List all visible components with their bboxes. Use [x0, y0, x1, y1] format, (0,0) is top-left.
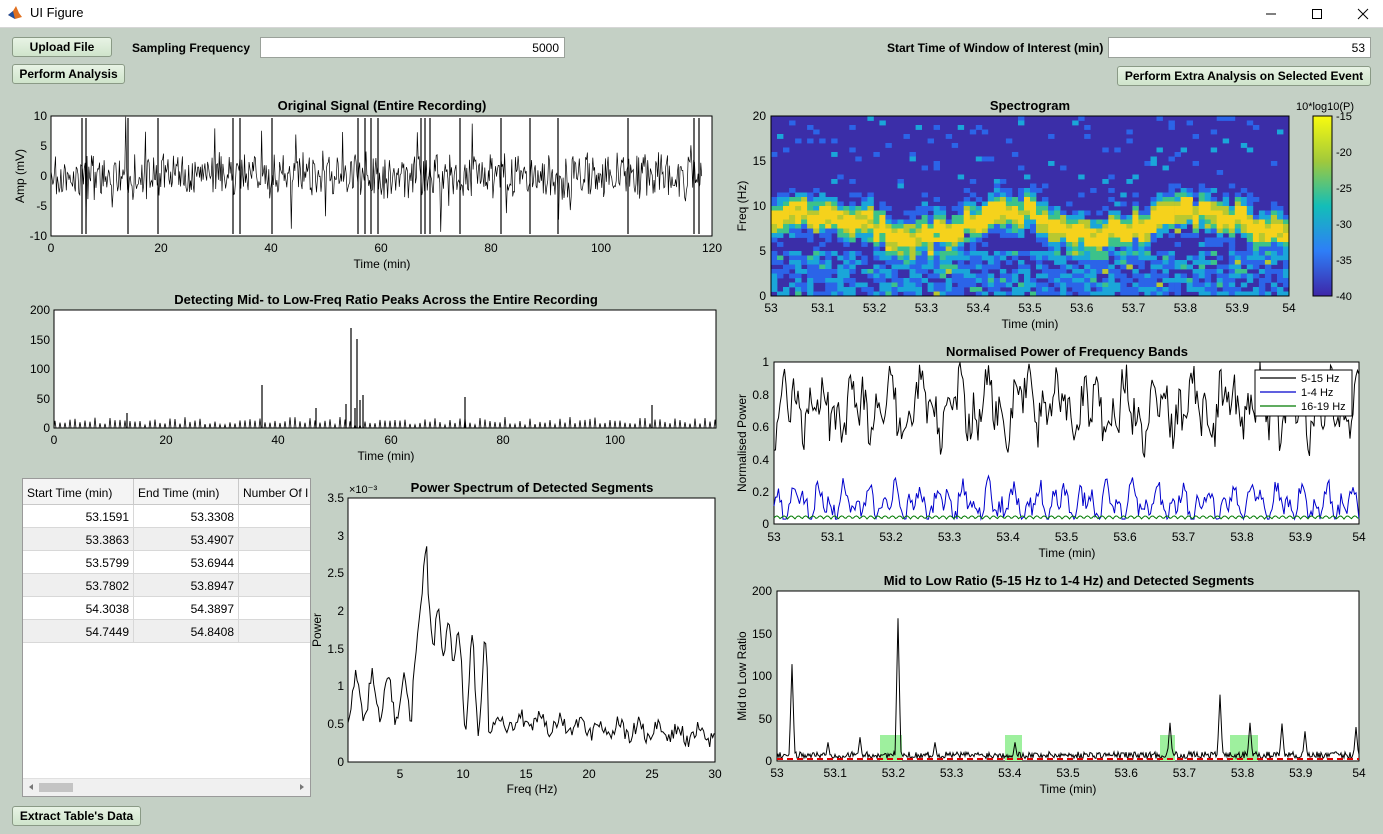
table-row[interactable]: 53.7802 53.8947 — [23, 574, 310, 597]
window-titlebar: UI Figure — [0, 0, 1383, 28]
close-button[interactable] — [1340, 0, 1383, 27]
table-cell[interactable]: 54.3897 — [134, 597, 239, 619]
table-cell[interactable]: 54.8408 — [134, 620, 239, 642]
maximize-button[interactable] — [1294, 0, 1340, 27]
table-cell[interactable]: 53.4907 — [134, 528, 239, 550]
start-time-field[interactable]: 53 — [1108, 37, 1371, 58]
scrollbar-graphic — [29, 783, 304, 792]
table-cell[interactable]: 53.3308 — [134, 505, 239, 527]
table-header-count[interactable]: Number Of I — [239, 479, 310, 505]
table-horizontal-scrollbar[interactable] — [23, 778, 310, 796]
sampling-frequency-label: Sampling Frequency — [132, 41, 251, 55]
table-row[interactable]: 54.3038 54.3897 — [23, 597, 310, 620]
table-cell[interactable]: 53.7802 — [23, 574, 134, 596]
sampling-frequency-field[interactable]: 5000 — [260, 37, 565, 58]
extract-table-data-button[interactable]: Extract Table's Data — [12, 806, 141, 826]
perform-extra-analysis-button[interactable]: Perform Extra Analysis on Selected Event — [1117, 66, 1371, 86]
table-cell[interactable]: 54.3038 — [23, 597, 134, 619]
table-cell[interactable]: 54.7449 — [23, 620, 134, 642]
scroll-right-icon[interactable] — [300, 784, 304, 790]
scroll-left-icon[interactable] — [29, 784, 33, 790]
table-cell[interactable]: 53.6944 — [134, 551, 239, 573]
table-header-end[interactable]: End Time (min) — [134, 479, 239, 505]
table-row[interactable]: 53.1591 53.3308 — [23, 505, 310, 528]
table-cell[interactable]: 53.5799 — [23, 551, 134, 573]
close-icon — [1357, 8, 1369, 19]
table-cell[interactable]: 53.3863 — [23, 528, 134, 550]
table-row[interactable]: 53.3863 53.4907 — [23, 528, 310, 551]
upload-file-button[interactable]: Upload File — [12, 37, 112, 57]
table-cell[interactable]: 53.1591 — [23, 505, 134, 527]
start-time-label: Start Time of Window of Interest (min) — [887, 41, 1104, 55]
perform-analysis-button[interactable]: Perform Analysis — [12, 64, 125, 84]
table-header-start[interactable]: Start Time (min) — [23, 479, 134, 505]
window-title: UI Figure — [30, 5, 84, 20]
maximize-icon — [1312, 8, 1322, 19]
minimize-button[interactable] — [1248, 0, 1294, 27]
segments-table[interactable]: Start Time (min) End Time (min) Number O… — [22, 478, 311, 797]
scrollbar-thumb[interactable] — [39, 783, 73, 792]
minimize-icon — [1266, 13, 1276, 14]
table-row[interactable]: 54.7449 54.8408 — [23, 620, 310, 643]
table-row[interactable]: 53.5799 53.6944 — [23, 551, 310, 574]
matlab-icon — [7, 5, 23, 21]
table-cell[interactable]: 53.8947 — [134, 574, 239, 596]
